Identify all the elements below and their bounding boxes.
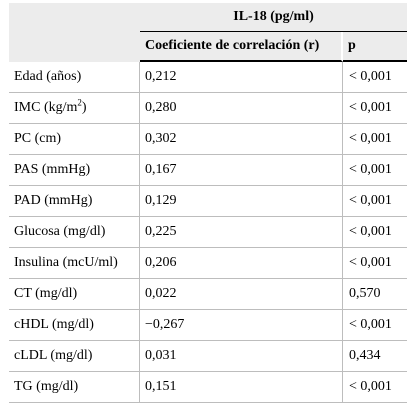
variable-cell: IMC (kg/m2) bbox=[9, 93, 140, 124]
table-row: CT (mg/dl) 0,022 0,570 bbox=[9, 279, 407, 310]
table-row: PAS (mmHg) 0,167 < 0,001 bbox=[9, 155, 407, 186]
variable-cell: PAD (mmHg) bbox=[9, 186, 140, 217]
group-header: IL-18 (pg/ml) bbox=[140, 3, 407, 32]
variable-label: Edad (años) bbox=[14, 69, 82, 84]
coefficient-cell: 0,302 bbox=[140, 124, 343, 155]
table-row: Glucosa (mg/dl) 0,225 < 0,001 bbox=[9, 217, 407, 248]
header-corner-cell bbox=[9, 3, 140, 62]
coefficient-cell: 0,031 bbox=[140, 341, 343, 372]
table-row: PC (cm) 0,302 < 0,001 bbox=[9, 124, 407, 155]
coefficient-cell: 0,280 bbox=[140, 93, 343, 124]
p-value-cell: < 0,001 bbox=[343, 248, 407, 279]
p-value-cell: < 0,001 bbox=[343, 93, 407, 124]
p-value-cell: < 0,001 bbox=[343, 155, 407, 186]
coefficient-cell: 0,167 bbox=[140, 155, 343, 186]
variable-cell: CT (mg/dl) bbox=[9, 279, 140, 310]
variable-label: IMC (kg/m bbox=[14, 100, 78, 115]
table-row: PAD (mmHg) 0,129 < 0,001 bbox=[9, 186, 407, 217]
p-value-cell: < 0,001 bbox=[343, 186, 407, 217]
table-row: cHDL (mg/dl) −0,267 < 0,001 bbox=[9, 310, 407, 341]
variable-cell: cLDL (mg/dl) bbox=[9, 341, 140, 372]
p-value-cell: < 0,001 bbox=[343, 310, 407, 341]
variable-cell: Glucosa (mg/dl) bbox=[9, 217, 140, 248]
coefficient-cell: 0,151 bbox=[140, 372, 343, 403]
coefficient-cell: 0,206 bbox=[140, 248, 343, 279]
coefficient-cell: 0,129 bbox=[140, 186, 343, 217]
column-header-coefficient: Coeficiente de correlación (r) bbox=[140, 32, 343, 62]
p-value-cell: < 0,001 bbox=[343, 124, 407, 155]
p-value-cell: 0,434 bbox=[343, 341, 407, 372]
variable-label: cLDL (mg/dl) bbox=[14, 348, 93, 363]
variable-label: PAD (mmHg) bbox=[14, 193, 93, 208]
table-row: TG (mg/dl) 0,151 < 0,001 bbox=[9, 372, 407, 403]
variable-cell: PAS (mmHg) bbox=[9, 155, 140, 186]
table-row: Insulina (mcU/ml) 0,206 < 0,001 bbox=[9, 248, 407, 279]
p-value-cell: < 0,001 bbox=[343, 62, 407, 93]
correlation-table: IL-18 (pg/ml) Coeficiente de correlación… bbox=[9, 3, 407, 403]
column-header-p: p bbox=[343, 32, 407, 62]
variable-label: PAS (mmHg) bbox=[14, 162, 91, 177]
coefficient-cell: −0,267 bbox=[140, 310, 343, 341]
p-value-cell: < 0,001 bbox=[343, 372, 407, 403]
variable-label: TG (mg/dl) bbox=[14, 379, 79, 394]
variable-label-tail: ) bbox=[81, 100, 87, 115]
variable-cell: TG (mg/dl) bbox=[9, 372, 140, 403]
p-value-cell: 0,570 bbox=[343, 279, 407, 310]
variable-label: CT (mg/dl) bbox=[14, 286, 78, 301]
variable-superscript: 2 bbox=[77, 97, 82, 108]
table-header: IL-18 (pg/ml) Coeficiente de correlación… bbox=[9, 3, 407, 62]
coefficient-cell: 0,225 bbox=[140, 217, 343, 248]
table-row: Edad (años) 0,212 < 0,001 bbox=[9, 62, 407, 93]
coefficient-cell: 0,022 bbox=[140, 279, 343, 310]
variable-cell: Edad (años) bbox=[9, 62, 140, 93]
variable-label: PC (cm) bbox=[14, 131, 62, 146]
variable-cell: PC (cm) bbox=[9, 124, 140, 155]
variable-label: Glucosa (mg/dl) bbox=[14, 224, 106, 239]
table-row: cLDL (mg/dl) 0,031 0,434 bbox=[9, 341, 407, 372]
variable-label: cHDL (mg/dl) bbox=[14, 317, 94, 332]
table-row: IMC (kg/m2) 0,280 < 0,001 bbox=[9, 93, 407, 124]
p-value-cell: < 0,001 bbox=[343, 217, 407, 248]
coefficient-cell: 0,212 bbox=[140, 62, 343, 93]
table-body: Edad (años) 0,212 < 0,001 IMC (kg/m2) 0,280 <… bbox=[9, 62, 407, 403]
variable-label: Insulina (mcU/ml) bbox=[14, 255, 118, 270]
variable-cell: Insulina (mcU/ml) bbox=[9, 248, 140, 279]
variable-cell: cHDL (mg/dl) bbox=[9, 310, 140, 341]
